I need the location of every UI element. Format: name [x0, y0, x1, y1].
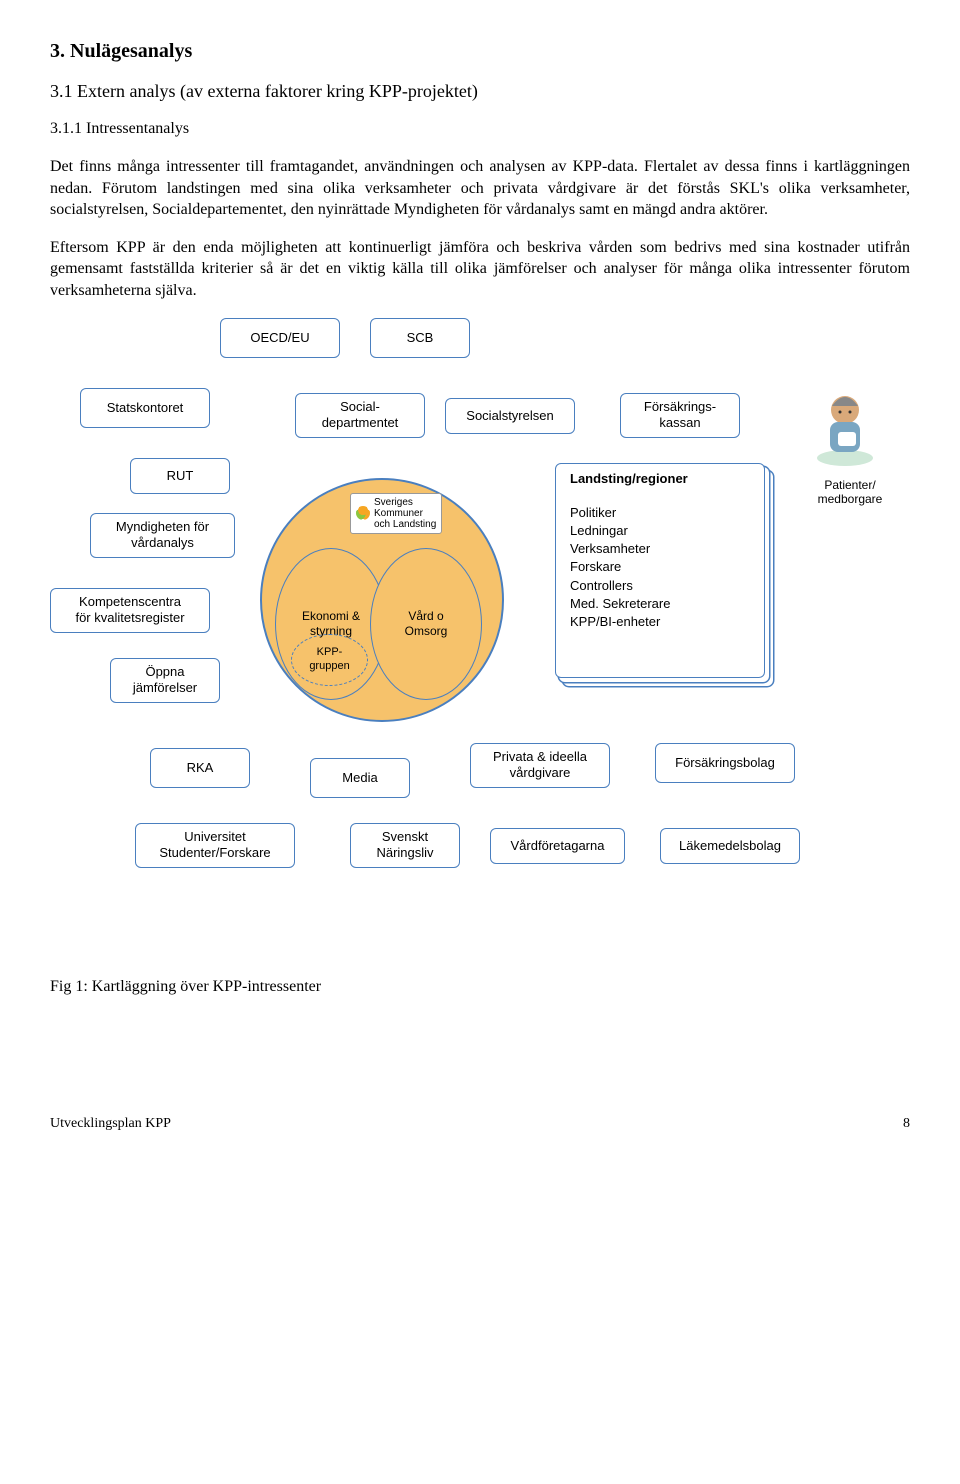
skl-icon: [356, 506, 370, 520]
text: Verksamheter: [570, 540, 754, 558]
text: vårdanalys: [131, 535, 194, 551]
heading-3: 3.1 Extern analys (av externa faktorer k…: [50, 81, 910, 102]
box-universitet: Universitet Studenter/Forskare: [135, 823, 295, 868]
text: Myndigheten för: [116, 519, 209, 535]
box-landsting: Landsting/regioner Politiker Ledningar V…: [555, 463, 765, 678]
box-socialstyrelsen: Socialstyrelsen: [445, 398, 575, 434]
box-rka: RKA: [150, 748, 250, 788]
box-privata: Privata & ideella vårdgivare: [470, 743, 610, 788]
box-scb: SCB: [370, 318, 470, 358]
box-socialdepartmentet: Social- departmentet: [295, 393, 425, 438]
box-oecd: OECD/EU: [220, 318, 340, 358]
text: Social-: [340, 399, 380, 415]
text: Näringsliv: [376, 845, 433, 861]
ellipse-kpp: KPP-gruppen: [291, 634, 368, 686]
ellipse-vard: Vård o Omsorg: [370, 548, 482, 700]
stakeholder-diagram: OECD/EU SCB Statskontoret Social- depart…: [50, 318, 910, 938]
footer-left: Utvecklingsplan KPP: [50, 1116, 171, 1132]
text: Universitet: [184, 829, 245, 845]
page-footer: Utvecklingsplan KPP 8: [50, 1116, 910, 1132]
text: KPP/BI-enheter: [570, 613, 754, 631]
box-oppna: Öppna jämförelser: [110, 658, 220, 703]
heading-4: 3.1.1 Intressentanalys: [50, 120, 910, 138]
text: Controllers: [570, 577, 754, 595]
box-rut: RUT: [130, 458, 230, 494]
text: Privata & ideella: [493, 749, 587, 765]
paragraph-2: Eftersom KPP är den enda möjligheten att…: [50, 237, 910, 302]
text: Kompetenscentra: [79, 594, 181, 610]
text: Med. Sekreterare: [570, 595, 754, 613]
heading-2: 3. Nulägesanalys: [50, 40, 910, 63]
text: Försäkrings-: [644, 399, 716, 415]
text: Ledningar: [570, 522, 754, 540]
footer-right: 8: [903, 1116, 910, 1132]
box-lakemedelsbolag: Läkemedelsbolag: [660, 828, 800, 864]
text: Svenskt: [382, 829, 428, 845]
box-myndigheten: Myndigheten för vårdanalys: [90, 513, 235, 558]
text: Omsorg: [405, 624, 448, 638]
text: för kvalitetsregister: [75, 610, 184, 626]
figure-caption: Fig 1: Kartläggning över KPP-intressente…: [50, 978, 910, 996]
text: Forskare: [570, 558, 754, 576]
text: jämförelser: [133, 680, 197, 696]
text: Ekonomi &: [302, 609, 360, 623]
label-patienter: Patienter/ medborgare: [810, 478, 890, 507]
text: Öppna: [145, 664, 184, 680]
text: Sveriges: [374, 497, 436, 508]
box-forsakringsbolag: Försäkringsbolag: [655, 743, 795, 783]
text: Politiker: [570, 504, 754, 522]
text: departmentet: [322, 415, 399, 431]
text: Patienter/: [810, 478, 890, 492]
text: Kommuner: [374, 508, 436, 519]
box-forsakringskassan: Försäkrings- kassan: [620, 393, 740, 438]
text: gruppen: [309, 660, 349, 672]
text: Studenter/Forskare: [159, 845, 270, 861]
paragraph-1: Det finns många intressenter till framta…: [50, 156, 910, 221]
text: vårdgivare: [510, 765, 571, 781]
text: medborgare: [810, 492, 890, 506]
patient-illustration: [810, 388, 880, 468]
text: KPP-: [317, 646, 343, 658]
text-header: Landsting/regioner: [570, 470, 754, 488]
skl-logo-label: Sveriges Kommuner och Landsting: [350, 493, 442, 534]
text: Vård o: [408, 609, 443, 623]
text: och Landsting: [374, 519, 436, 530]
text: kassan: [659, 415, 700, 431]
box-svenskt: Svenskt Näringsliv: [350, 823, 460, 868]
box-vardforetagarna: Vårdföretagarna: [490, 828, 625, 864]
box-statskontoret: Statskontoret: [80, 388, 210, 428]
box-kompetenscentra: Kompetenscentra för kvalitetsregister: [50, 588, 210, 633]
box-media: Media: [310, 758, 410, 798]
